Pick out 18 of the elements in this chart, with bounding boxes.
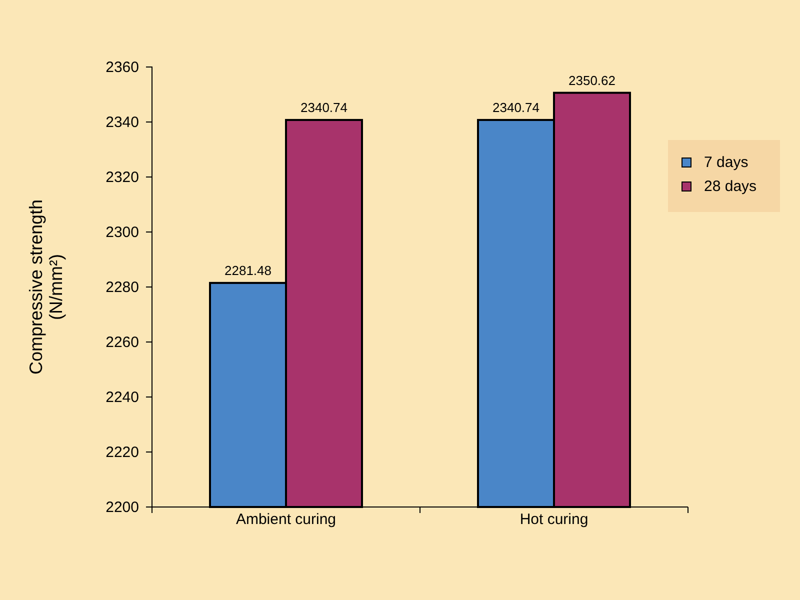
legend-label: 28 days (704, 178, 757, 195)
data-label: 2281.48 (224, 262, 272, 278)
y-tick-label: 2260 (106, 334, 139, 351)
data-label: 2340.74 (300, 100, 348, 115)
y-tick-label: 2220 (106, 444, 139, 461)
y-axis-title: Compressive strength (N/mm²) (26, 199, 66, 375)
x-tick-label: Ambient curing (236, 511, 336, 528)
data-label: 2350.62 (568, 72, 616, 88)
y-tick-label: 2280 (106, 278, 139, 296)
y-tick-label: 2320 (106, 168, 139, 186)
data-label: 2340.74 (492, 100, 540, 115)
x-tick-label: Hot curing (520, 511, 588, 528)
y-tick-label: 2340 (106, 114, 139, 131)
y-tick-label: 2360 (106, 58, 139, 76)
y-tick-label: 2300 (106, 224, 139, 241)
y-tick-label: 2200 (106, 498, 139, 516)
y-tick-label: 2240 (106, 388, 139, 406)
legend-label: 7 days (704, 154, 748, 171)
